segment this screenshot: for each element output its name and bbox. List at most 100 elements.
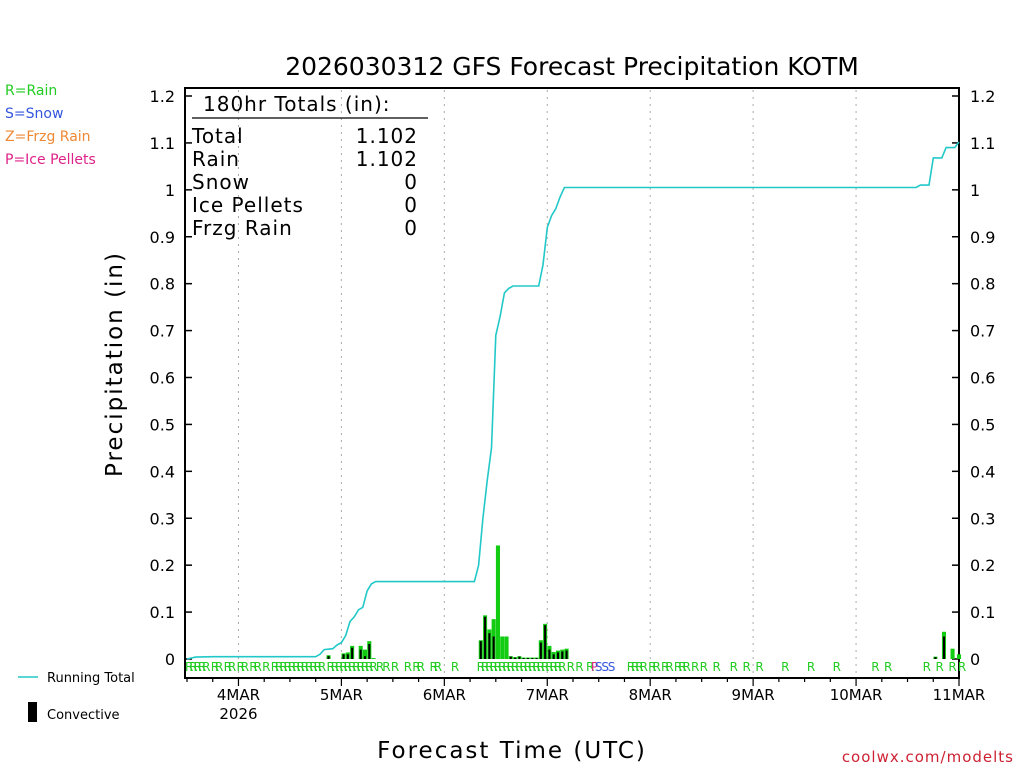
ptype-label: R [194,660,202,674]
ptype-label: R [665,660,673,674]
x-tick-label: 7MAR [526,686,569,704]
convective-bar [531,658,534,659]
convective-bar [544,625,547,659]
convective-bar [492,636,495,659]
convective-bar [565,650,568,659]
ptype-label: R [674,660,682,674]
convective-bar [359,649,362,659]
ptype-label: P [591,660,598,674]
ptype-label: S [595,660,603,674]
ptype-label: R [292,660,300,674]
ptype-label: R [730,660,738,674]
ptype-label: R [567,660,575,674]
ptype-label: R [211,660,219,674]
y-tick-label-right: 1.1 [970,134,995,153]
convective-bar [535,658,538,659]
y-tick-label-left: 0.1 [150,603,175,622]
ptype-label: R [635,660,643,674]
y-tick-label-right: 0.2 [970,556,995,575]
ptype-label: R [382,660,390,674]
ptype-label: R [271,660,279,674]
y-tick-label-left: 1.2 [150,87,175,106]
ptype-legend-item: P=Ice Pellets [5,152,96,168]
ptype-label: R [833,660,841,674]
ptype-label: R [545,660,553,674]
ptype-label: R [537,660,545,674]
y-tick-label-right: 0.7 [970,322,995,341]
ptype-label: R [305,660,313,674]
ptype-label: R [743,660,751,674]
series-legend: Running Total Convective [18,671,135,723]
ptype-label: R [339,660,347,674]
precip-bar [500,636,505,659]
ptype-label: R [288,660,296,674]
totals-row-name: Ice Pellets [192,193,304,217]
ptype-legend-item: S=Snow [5,106,63,122]
ptype-label: R [652,660,660,674]
ptype-label: R [236,660,244,674]
ptype-label: R [511,660,519,674]
convective-bar [526,658,529,659]
ptype-label: R [296,660,304,674]
precip-bars [326,545,962,659]
convective-bar [342,654,345,659]
y-tick-label-right: 0.6 [970,369,995,388]
totals-heading: 180hr Totals (in): [203,92,391,116]
ptype-label: R [189,660,197,674]
convective-bar [346,654,349,659]
ptype-label: R [434,660,442,674]
totals-row-name: Snow [192,170,250,194]
totals-row-value: 0 [404,170,418,194]
ptype-label: R [485,660,493,674]
ptype-label: R [241,660,249,674]
running-total-line [186,141,960,660]
ptype-label: R [318,660,326,674]
ptype-label: R [494,660,502,674]
x-tick-label: 10MAR [830,686,883,704]
ptype-label: R [344,660,352,674]
y-tick-label-left: 0.8 [150,275,175,294]
convective-legend-label: Convective [47,708,120,723]
ptype-label: R [404,660,412,674]
ptype-label: R [357,660,365,674]
credit-text: coolwx.com/modelts [842,748,1014,766]
ptype-label: R [352,660,360,674]
ptype-label: R [678,660,686,674]
ptype-label: R [520,660,528,674]
ptype-label: R [507,660,515,674]
ptype-label: R [948,660,956,674]
plot-frame [184,87,960,679]
y-tick-label-left: 0.6 [150,369,175,388]
convective-bar [942,636,946,659]
ptype-label: R [301,660,309,674]
ptype-label: R [335,660,343,674]
totals-row-value: 1.102 [356,124,418,148]
ptype-label: R [627,660,635,674]
ptype-label: R [228,660,236,674]
ptype-label: R [586,660,594,674]
ptype-label: R [524,660,532,674]
totals-row-name: Frzg Rain [192,216,293,240]
ptype-label: R [958,660,966,674]
convective-bar [548,649,551,659]
convective-bar [556,652,560,659]
ptype-label: R [481,660,489,674]
convective-bar [518,656,521,659]
ptype-label: R [558,660,566,674]
ptype-label: R [331,660,339,674]
y-axis-label: Precipitation (in) [102,251,128,477]
y-tick-label-left: 0.9 [150,228,175,247]
ptype-label: R [498,660,506,674]
ptype-label: R [361,660,369,674]
convective-bar [488,633,491,659]
precip-type-legend: R=Rain S=Snow Z=Frzg Rain P=Ice Pellets [5,83,96,168]
ptype-label: R [554,660,562,674]
y-tick-label-right: 1 [970,181,980,200]
convective-bar [479,641,482,659]
x-tick-label: 9MAR [732,686,775,704]
ptype-label: R [541,660,549,674]
ptype-label: R [575,660,583,674]
ptype-label: R [502,660,510,674]
ptype-label: R [700,660,708,674]
